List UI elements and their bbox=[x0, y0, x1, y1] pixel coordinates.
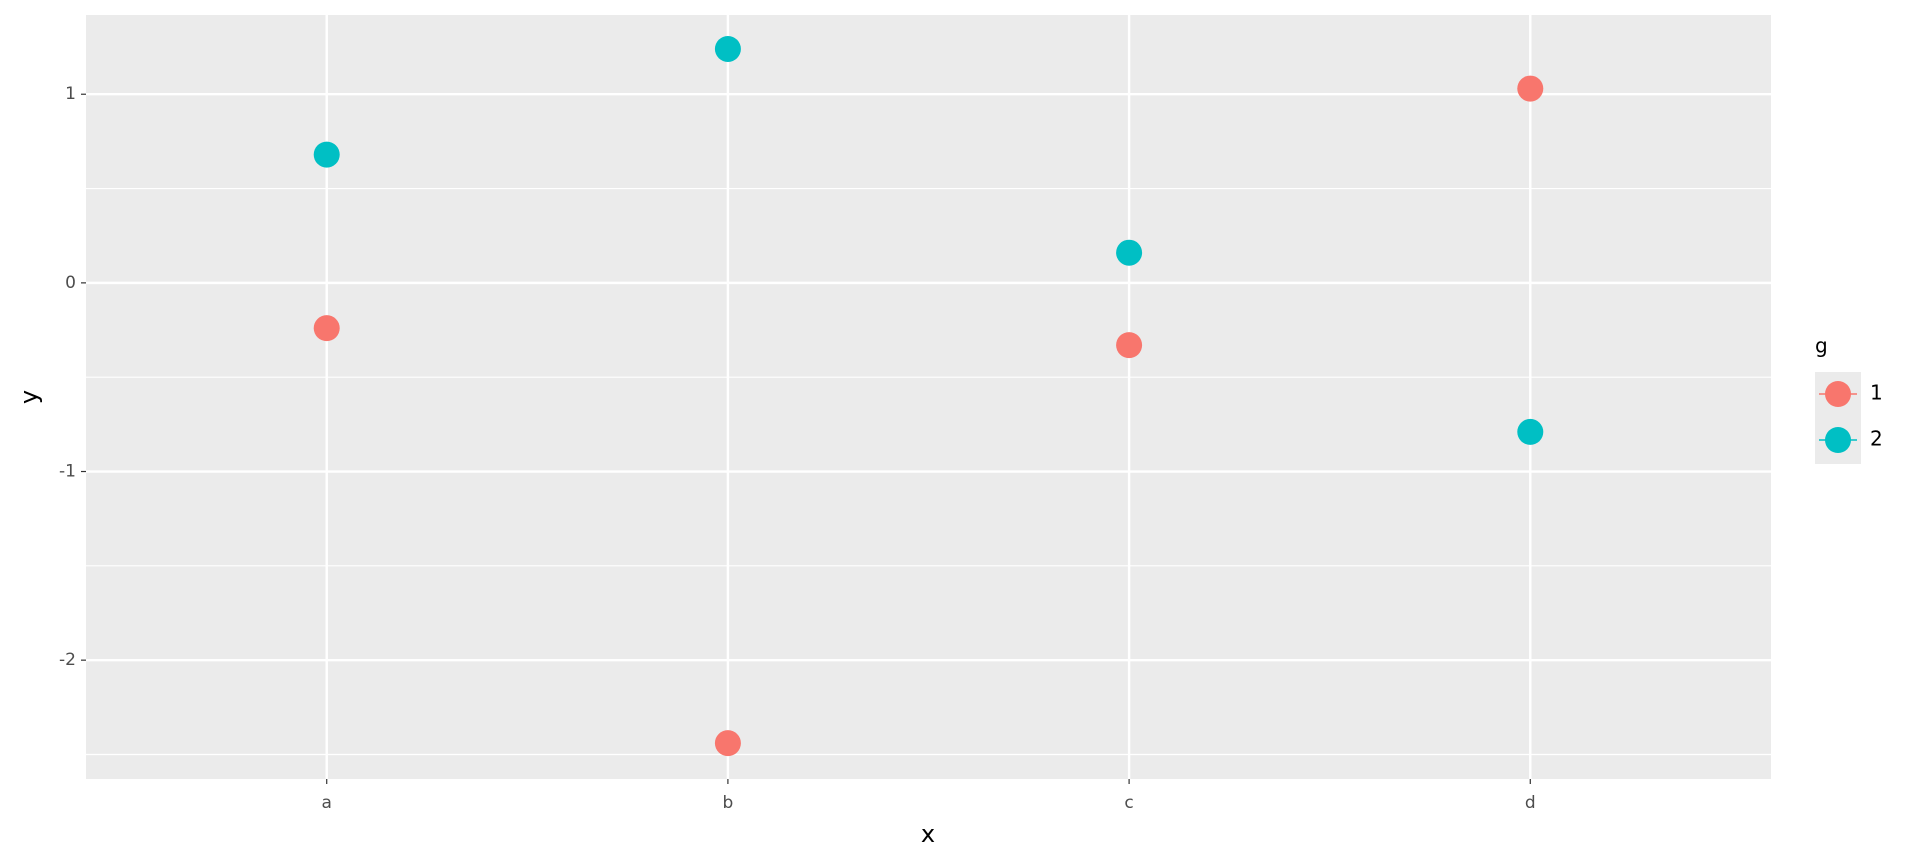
point bbox=[714, 730, 741, 757]
point bbox=[1116, 332, 1143, 359]
point bbox=[714, 35, 741, 62]
legend-key bbox=[1825, 427, 1851, 453]
x-tick-label: a bbox=[322, 793, 332, 813]
point bbox=[313, 315, 340, 342]
y-axis-title: y bbox=[15, 390, 43, 404]
point bbox=[1517, 418, 1544, 445]
y-tick-label: -1 bbox=[59, 462, 76, 482]
x-tick-label: b bbox=[723, 793, 734, 813]
x-axis-title: x bbox=[921, 820, 935, 848]
legend-title: g bbox=[1815, 334, 1828, 358]
legend-label: 2 bbox=[1870, 427, 1883, 451]
y-tick-label: -2 bbox=[59, 650, 76, 670]
x-tick-label: d bbox=[1525, 793, 1536, 813]
x-tick-label: c bbox=[1124, 793, 1133, 813]
y-tick-label: 1 bbox=[65, 84, 76, 104]
point bbox=[1517, 75, 1544, 102]
panel bbox=[86, 15, 1771, 779]
y-tick-label: 0 bbox=[65, 273, 76, 293]
legend-key bbox=[1825, 381, 1851, 407]
legend-label: 1 bbox=[1870, 381, 1883, 405]
point bbox=[313, 141, 340, 168]
point bbox=[1116, 239, 1143, 266]
